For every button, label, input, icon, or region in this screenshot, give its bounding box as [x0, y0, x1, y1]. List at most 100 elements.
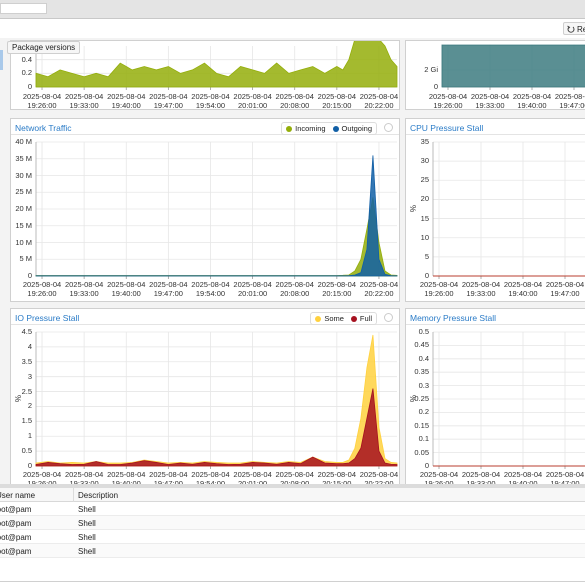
top-bar	[0, 0, 585, 19]
x-tick-label: 2025-08-04 20:15:00	[317, 280, 357, 298]
x-tick-label: 2025-08-04 19:40:00	[503, 470, 543, 486]
x-tick-label: 2025-08-04 19:54:00	[191, 92, 230, 110]
panel-header	[11, 119, 399, 135]
y-tick-label: 0.2	[21, 68, 32, 78]
x-tick-label: 2025-08-04 20:08:00	[275, 470, 314, 486]
cell: Shell	[78, 547, 96, 556]
chart-title: Memory Pressure Stall	[410, 313, 496, 323]
y-tick-label: 0	[424, 271, 429, 280]
x-tick-label: 2025-08-04 19:33:00	[461, 280, 501, 298]
x-tick-label: 2025-08-04 20:22:00	[359, 280, 399, 298]
x-tick-label: 2025-08-04 19:26:00	[419, 470, 459, 486]
legend-label: Full	[359, 314, 372, 323]
column-header[interactable]: User name	[0, 491, 36, 500]
y-tick-label: 0.4	[418, 353, 429, 363]
x-tick-label: 2025-08-04 19:26:00	[22, 92, 62, 110]
x-tick-label: 2025-08-04 19:26:00	[428, 92, 468, 110]
y-tick-label: 4	[27, 341, 32, 351]
legend-item: Some	[315, 314, 344, 323]
tool-button	[384, 123, 393, 132]
y-tick-label: 0.1	[418, 434, 429, 444]
y-tick-label: 2.5	[21, 386, 32, 396]
legend: Incoming Outgoing	[281, 122, 377, 135]
y-tick-label: 0.2	[418, 407, 429, 417]
package-versions-button[interactable]: Package versions	[7, 41, 81, 54]
x-tick-label: 2025-08-04 19:33:00	[461, 470, 501, 486]
y-tick-label: 25 M	[15, 187, 32, 197]
cell: root@pam	[0, 519, 32, 528]
y-tick-label: 10 M	[15, 237, 32, 247]
y-axis-label: %	[409, 394, 419, 403]
y-tick-label: 35 M	[15, 153, 32, 163]
chart-panel: CPU Pressure Stall 0 5 10 15 20 25 30 35 2025-08-…	[405, 118, 585, 302]
reboot-icon	[567, 25, 575, 33]
x-tick-label: 2025-08-04 19:47:00	[149, 280, 188, 298]
x-tick-label: 2025-08-04 20:15:00	[317, 470, 357, 486]
y-tick-label: 35	[420, 137, 429, 146]
reboot-button[interactable]: Reboot	[563, 22, 585, 35]
area-series	[35, 334, 398, 467]
y-tick-label: 40 M	[15, 137, 32, 146]
y-tick-label: 0.15	[414, 420, 429, 430]
legend-item: Full	[350, 314, 372, 323]
y-tick-label: 30	[420, 156, 429, 166]
chart-panel: Memory Pressure Stall 0 0.05 0.1 0.15 0.2 0.25…	[405, 308, 585, 486]
area-series	[35, 155, 398, 277]
x-tick-label: 2025-08-04 20:01:00	[233, 280, 272, 298]
y-tick-label: 2	[27, 401, 32, 411]
y-tick-label: 20	[420, 194, 429, 204]
panel-header	[11, 309, 399, 325]
x-tick-label: 2025-08-04 20:22:00	[359, 92, 399, 110]
chart	[432, 141, 585, 279]
y-tick-label: 0.4	[21, 54, 32, 64]
x-tick-label: 2025-08-04 19:33:00	[64, 280, 104, 298]
x-tick-label: 2025-08-04 19:40:00	[107, 470, 146, 486]
chart	[441, 44, 585, 90]
y-tick-label: 20 M	[15, 204, 32, 213]
cell: root@pam	[0, 533, 32, 542]
x-tick-label: 2025-08-04 19:40:00	[107, 92, 146, 110]
y-tick-label: 5 M	[19, 254, 32, 264]
legend-label: Outgoing	[341, 124, 372, 133]
tool-button	[384, 313, 393, 322]
column-header[interactable]: Description	[78, 491, 119, 500]
x-tick-label: 2025-08-04 19:47:00	[545, 470, 585, 486]
y-tick-label: 0.35	[414, 367, 429, 377]
y-tick-label: 0.3	[418, 380, 429, 390]
cell: root@pam	[0, 547, 32, 556]
y-tick-label: 3.5	[21, 356, 32, 366]
y-tick-label: 5	[424, 251, 429, 261]
y-tick-label: 2 Gi	[424, 65, 438, 74]
y-tick-label: 0	[27, 461, 32, 470]
area-series	[35, 388, 398, 467]
x-tick-label: 2025-08-04 19:54:00	[191, 470, 230, 486]
chart	[35, 41, 398, 90]
chart-title: IO Pressure Stall	[15, 313, 80, 323]
legend-item: Incoming	[286, 124, 326, 133]
chart	[35, 331, 398, 469]
table-row[interactable]: root@pam Shell	[0, 530, 585, 544]
chart	[432, 331, 585, 469]
x-tick-label: 2025-08-04 19:33:00	[64, 470, 104, 486]
bottom-border	[0, 581, 585, 582]
search-field[interactable]	[0, 3, 47, 14]
cell: Shell	[78, 519, 96, 528]
table-row[interactable]: root@pam Shell	[0, 502, 585, 516]
y-tick-label: 3	[27, 371, 32, 381]
x-tick-label: 2025-08-04 19:40:00	[512, 92, 552, 110]
y-tick-label: 0.25	[414, 394, 429, 403]
x-tick-label: 2025-08-04 19:26:00	[22, 280, 62, 298]
x-tick-label: 2025-08-04 19:26:00	[22, 470, 62, 486]
legend-label: Some	[324, 314, 344, 323]
legend-swatch	[315, 315, 322, 322]
area-series	[35, 41, 398, 88]
x-tick-label: 2025-08-04 20:01:00	[233, 92, 272, 110]
table-row[interactable]: root@pam Shell	[0, 516, 585, 530]
panel-header	[406, 119, 585, 135]
legend-swatch	[332, 125, 339, 132]
table-row[interactable]: root@pam Shell	[0, 544, 585, 558]
cell: Shell	[78, 533, 96, 542]
y-tick-label: 0.5	[418, 327, 429, 336]
chart-title: Network Traffic	[15, 123, 72, 133]
